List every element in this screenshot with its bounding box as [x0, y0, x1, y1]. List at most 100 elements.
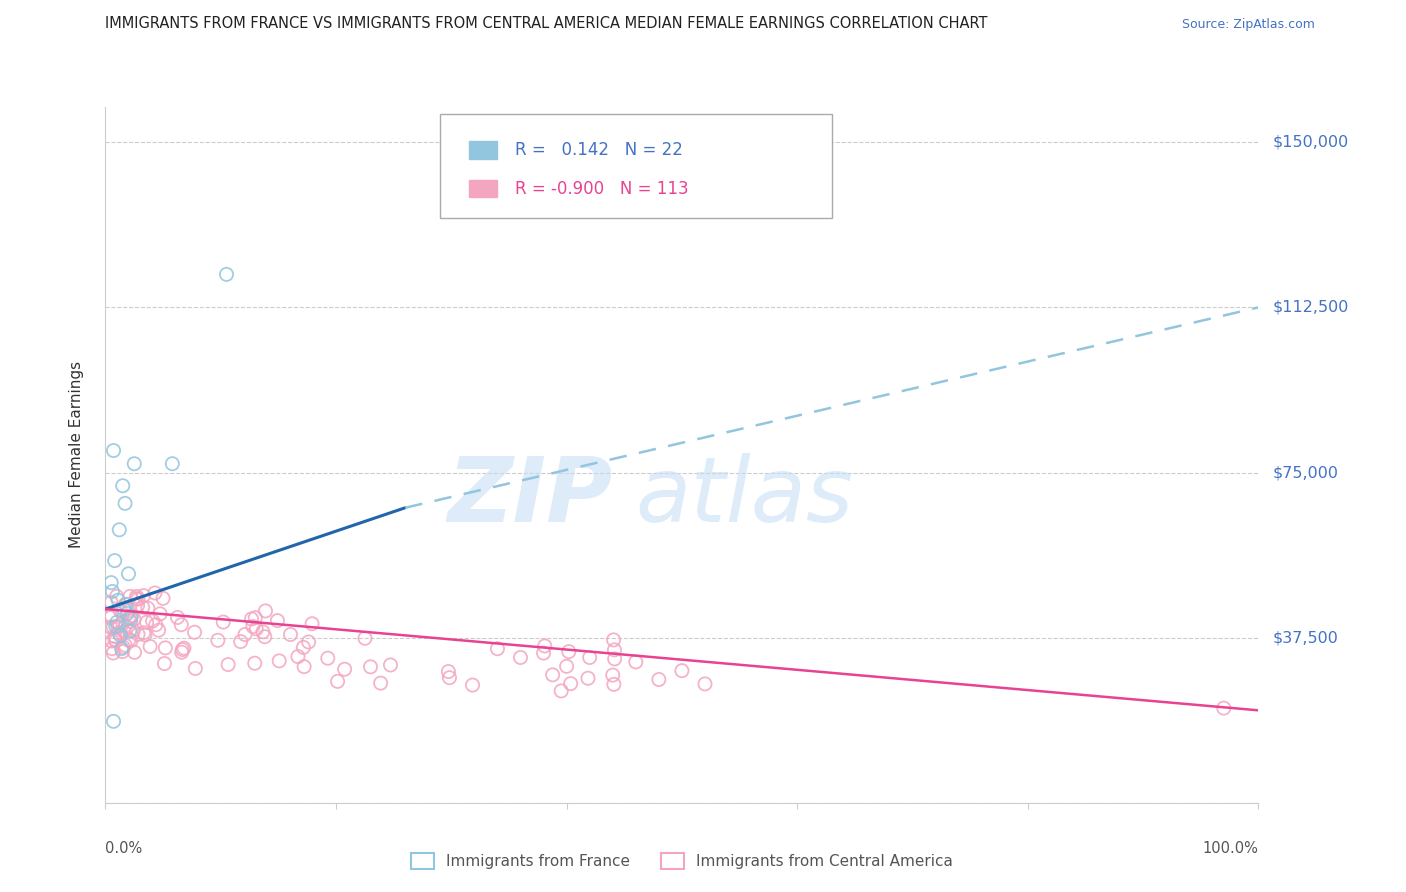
Text: 100.0%: 100.0% — [1202, 841, 1258, 856]
Point — [104, 630, 127, 644]
Point — [301, 616, 323, 631]
Point — [118, 624, 141, 638]
Point — [103, 714, 125, 729]
Point — [172, 642, 194, 657]
Point — [103, 443, 125, 458]
Point — [111, 644, 134, 658]
Point — [207, 633, 229, 648]
Point — [132, 589, 155, 603]
Point — [287, 649, 309, 664]
Point — [252, 624, 274, 639]
Point — [107, 620, 129, 634]
Point — [298, 635, 321, 649]
Point — [100, 595, 122, 609]
Text: $37,500: $37,500 — [1272, 630, 1339, 645]
Point — [153, 657, 176, 671]
Point — [104, 620, 127, 634]
Point — [112, 640, 135, 654]
Point — [217, 657, 239, 672]
Point — [101, 584, 124, 599]
Point — [118, 632, 141, 647]
Point — [693, 677, 716, 691]
Point — [215, 268, 238, 282]
Point — [149, 607, 172, 621]
Text: Source: ZipAtlas.com: Source: ZipAtlas.com — [1181, 18, 1315, 31]
Point — [115, 598, 138, 612]
Point — [107, 625, 129, 640]
Point — [292, 659, 315, 673]
Point — [142, 614, 165, 628]
Point — [243, 657, 266, 671]
Point — [602, 632, 624, 647]
Point — [122, 624, 145, 638]
Point — [108, 618, 131, 632]
Point — [100, 608, 122, 623]
Point — [603, 643, 626, 657]
Point — [110, 628, 132, 642]
Point — [135, 615, 157, 630]
Point — [648, 673, 671, 687]
Point — [100, 610, 122, 624]
Text: $75,000: $75,000 — [1272, 465, 1339, 480]
Point — [266, 614, 288, 628]
Point — [170, 645, 193, 659]
Point — [107, 593, 129, 607]
Point — [292, 640, 315, 655]
Point — [533, 646, 555, 660]
Point — [229, 634, 252, 648]
Point — [280, 627, 302, 641]
Point — [139, 640, 162, 654]
Legend: Immigrants from France, Immigrants from Central America: Immigrants from France, Immigrants from … — [405, 847, 959, 875]
Point — [576, 671, 599, 685]
FancyBboxPatch shape — [468, 141, 498, 159]
Point — [145, 617, 167, 632]
Point — [166, 610, 188, 624]
Point — [120, 633, 142, 648]
Point — [316, 651, 339, 665]
Point — [578, 650, 600, 665]
Point — [233, 627, 256, 641]
Point — [380, 658, 402, 673]
Point — [118, 611, 141, 625]
Text: R = -0.900   N = 113: R = -0.900 N = 113 — [515, 180, 689, 198]
Point — [170, 617, 193, 632]
Point — [125, 591, 148, 606]
FancyBboxPatch shape — [440, 114, 832, 219]
Point — [245, 622, 267, 636]
Point — [124, 457, 146, 471]
Point — [122, 612, 145, 626]
Point — [560, 676, 582, 690]
Point — [354, 632, 377, 646]
Point — [125, 590, 148, 604]
Point — [127, 592, 149, 607]
Point — [127, 599, 149, 613]
Point — [603, 652, 626, 666]
Text: R =   0.142   N = 22: R = 0.142 N = 22 — [515, 141, 682, 159]
Point — [117, 566, 139, 581]
Point — [112, 624, 135, 639]
Point — [100, 575, 122, 590]
Text: 0.0%: 0.0% — [105, 841, 142, 856]
Point — [152, 591, 174, 606]
Point — [103, 646, 125, 660]
Text: $112,500: $112,500 — [1272, 300, 1348, 315]
Point — [114, 496, 136, 510]
Point — [541, 668, 564, 682]
Point — [101, 620, 124, 634]
Point — [114, 638, 136, 652]
Point — [136, 601, 159, 615]
Point — [108, 523, 131, 537]
Point — [114, 618, 136, 632]
Point — [101, 641, 124, 656]
Point — [602, 668, 624, 682]
Point — [127, 627, 149, 641]
Point — [360, 660, 382, 674]
Point — [132, 625, 155, 640]
Point — [110, 641, 132, 656]
Point — [439, 671, 461, 685]
Text: ZIP: ZIP — [447, 452, 613, 541]
Point — [173, 641, 195, 656]
Point — [533, 639, 555, 653]
Point — [120, 611, 142, 625]
Point — [183, 625, 205, 640]
